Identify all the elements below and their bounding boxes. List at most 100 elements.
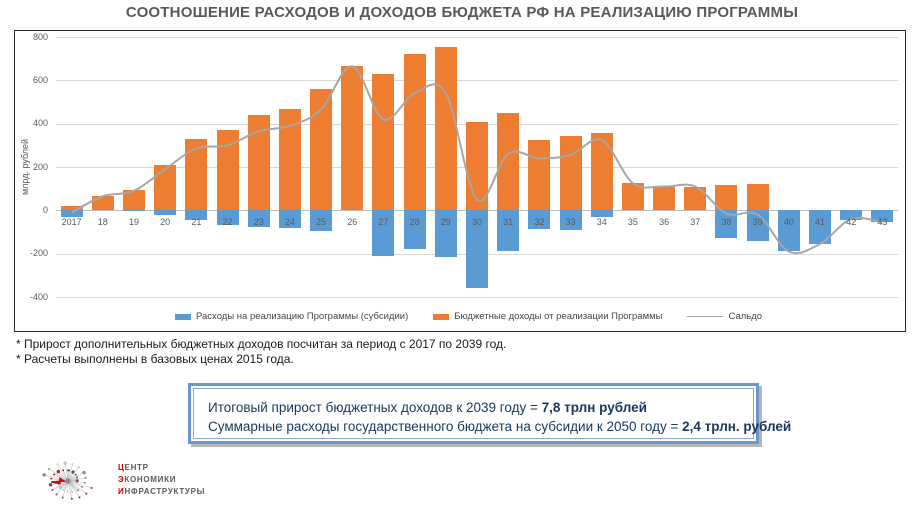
income-bar (403, 54, 426, 211)
y-tick-label: 600 (32, 74, 48, 85)
logo-node (51, 488, 54, 491)
gridline (56, 297, 898, 298)
expense-bar (590, 210, 613, 217)
expense-bar (278, 210, 301, 228)
logo-ray (67, 464, 73, 482)
logo-node (48, 483, 53, 487)
legend-label: Сальдо (728, 311, 763, 322)
x-tick-label: 25 (316, 217, 327, 228)
logo-node (85, 492, 88, 495)
logo-ray (67, 466, 79, 482)
x-tick-label: 40 (783, 217, 794, 228)
income-bar (372, 73, 395, 211)
legend-item: Расходы на реализацию Программы (субсиди… (175, 311, 408, 322)
income-bar (497, 112, 520, 211)
logo-text-line-3: ИНФРАСТРУКТУРЫ (118, 486, 205, 498)
legend-label: Бюджетные доходы от реализации Программы (454, 311, 663, 322)
chart-frame: млрд. рублей 800 600 400 200 0 -200 -400 2017 1… (14, 30, 906, 332)
x-tick-label: 37 (690, 217, 701, 228)
income-bar (559, 135, 582, 211)
y-tick-label: 0 (42, 204, 48, 215)
logo-node (66, 490, 69, 493)
legend-item: Бюджетные доходы от реализации Программы (433, 311, 662, 322)
logo-node (70, 497, 73, 500)
logo-starburst-icon (42, 461, 93, 500)
logo-node (78, 496, 81, 499)
logo-rest-2: КОНОМИКИ (124, 475, 177, 484)
logo-node (63, 461, 67, 465)
legend-line-marker (687, 316, 724, 317)
x-tick-label: 22 (222, 217, 233, 228)
logo-node (58, 485, 63, 490)
x-tick-label: 35 (627, 217, 638, 228)
logo-node (50, 477, 53, 480)
logo-ray (67, 472, 85, 482)
logo-arrow (50, 477, 67, 485)
x-tick-label: 2017 (61, 217, 82, 228)
x-tick-label: 29 (440, 217, 451, 228)
footnote-line-1: * Прирост дополнительных бюджетных доход… (16, 337, 507, 351)
callout-text-1: Итоговый прирост бюджетных доходов к 203… (208, 400, 542, 415)
income-bar (341, 66, 364, 211)
gridline (56, 37, 898, 38)
income-bar (247, 115, 270, 211)
y-tick-label: -200 (29, 248, 48, 259)
legend-swatch (433, 313, 450, 320)
logo-node (55, 493, 58, 496)
expense-bar (154, 210, 177, 215)
income-bar (154, 164, 177, 211)
legend-swatch (175, 313, 191, 320)
plot-area: 2017 18 19 20 21 22 23 24 25 26 27 28 29 30 31 32 33 34 35… (56, 37, 898, 298)
expense-bar (559, 210, 582, 230)
logo-node (84, 476, 87, 479)
expense-bar (840, 210, 863, 221)
saldo-line (71, 65, 883, 255)
income-bar (278, 108, 301, 211)
expense-bar (528, 210, 551, 229)
logo-ray (62, 480, 69, 498)
x-tick-label: 42 (846, 217, 857, 228)
x-tick-label: 33 (565, 217, 576, 228)
logo-node (47, 468, 50, 471)
logo-node (77, 466, 80, 469)
expense-bar (434, 210, 457, 257)
legend-item: Сальдо (687, 311, 762, 322)
logo-ray (67, 480, 85, 484)
company-logo: ЦЕНТР ЭКОНОМИКИ ИНФРАСТРУКТУРЫ (26, 452, 205, 508)
y-tick-label: 200 (32, 161, 48, 172)
x-tick-label: 38 (721, 217, 732, 228)
logo-cap-1: Ц (118, 463, 125, 472)
logo-hub (65, 478, 71, 484)
expense-bar (466, 210, 488, 289)
footnotes: * Прирост дополнительных бюджетных доход… (16, 337, 506, 367)
logo-ray (48, 468, 69, 482)
logo-node (62, 489, 65, 492)
logo-ray (67, 480, 92, 489)
logo-node (74, 473, 77, 476)
summary-callout-box: Итоговый прирост бюджетных доходов к 203… (188, 383, 791, 444)
chart-legend: Расходы на реализацию Программы (субсиди… (175, 311, 762, 322)
x-tick-label: 32 (534, 217, 545, 228)
x-tick-label: 27 (378, 217, 389, 228)
expense-bar (497, 210, 520, 252)
income-bar (216, 130, 239, 211)
x-tick-label: 30 (471, 217, 482, 228)
income-bar (746, 184, 769, 211)
logo-ray (64, 463, 69, 482)
income-bar (60, 206, 83, 211)
logo-node (71, 490, 74, 493)
logo-node (71, 463, 74, 466)
logo-node (76, 476, 79, 479)
logo-node (82, 470, 86, 475)
expense-bar (871, 210, 894, 223)
income-bar (310, 89, 333, 211)
logo-node (75, 479, 78, 482)
logo-ray (44, 474, 69, 482)
logo-ray (67, 480, 87, 494)
x-tick-label: 23 (253, 217, 264, 228)
expense-bar (185, 210, 208, 221)
expense-bar (122, 210, 145, 212)
logo-node (61, 496, 64, 499)
expense-bar (247, 210, 270, 227)
